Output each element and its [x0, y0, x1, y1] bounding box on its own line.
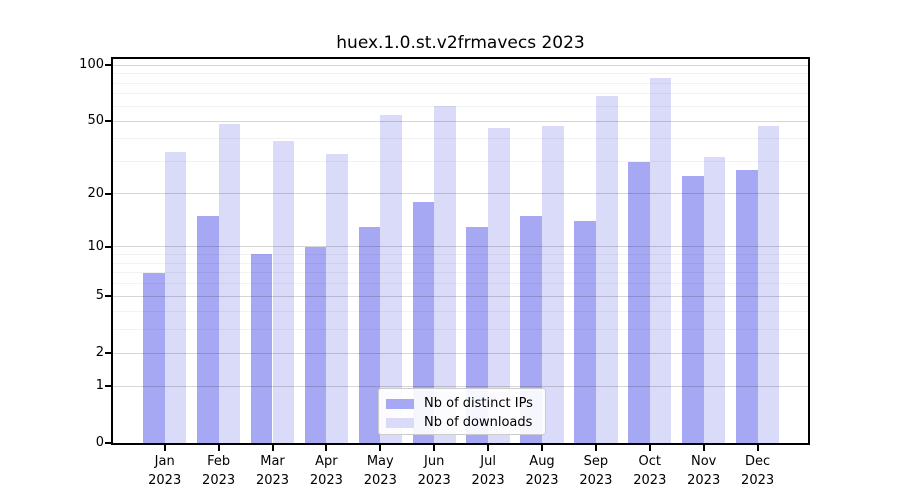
y-tick-label: 2 — [95, 345, 104, 360]
bar-downloads-mar — [272, 140, 295, 443]
bar-downloads-dec — [757, 125, 780, 443]
major-gridline — [113, 352, 808, 354]
y-tick-label: 1 — [95, 378, 104, 394]
y-tick — [105, 120, 111, 122]
y-tick — [105, 352, 111, 354]
legend-label-distinct-ips: Nb of distinct IPs — [424, 396, 533, 411]
x-tick-label: Sep 2023 — [579, 454, 613, 488]
minor-gridline — [113, 161, 808, 163]
plot-area: Nb of distinct IPs Nb of downloads — [111, 57, 810, 445]
x-tick-label: Dec 2023 — [741, 454, 775, 488]
bar-distinct-ips-dec — [735, 170, 758, 443]
y-tick-label: 20 — [87, 185, 104, 201]
legend-label-downloads: Nb of downloads — [424, 415, 533, 430]
y-tick-label: 5 — [95, 288, 104, 304]
x-tick — [433, 445, 436, 451]
x-tick — [702, 445, 705, 451]
bar-distinct-ips-mar — [250, 254, 273, 443]
bar-distinct-ips-jan — [143, 272, 165, 443]
minor-gridline — [113, 253, 808, 255]
y-tick — [105, 245, 111, 248]
bar-distinct-ips-sep — [574, 221, 596, 443]
x-tick — [541, 445, 543, 451]
minor-gridline — [113, 283, 808, 285]
minor-gridline — [113, 138, 808, 140]
bar-downloads-jul — [488, 127, 510, 443]
bar-distinct-ips-nov — [682, 176, 704, 443]
bar-downloads-oct — [649, 78, 672, 443]
x-tick-label: Feb 2023 — [202, 454, 236, 488]
minor-gridline — [113, 262, 808, 264]
x-tick-label: Oct 2023 — [633, 454, 667, 488]
minor-gridline — [113, 105, 808, 107]
y-tick — [105, 442, 111, 444]
x-tick — [487, 445, 490, 451]
x-tick-label: Jan 2023 — [148, 454, 182, 488]
bar-downloads-apr — [326, 154, 349, 443]
bar-downloads-may — [380, 114, 402, 443]
x-tick — [217, 445, 220, 451]
y-tick — [105, 295, 111, 298]
bar-downloads-jan — [164, 151, 187, 443]
major-gridline — [113, 120, 808, 122]
major-gridline — [113, 64, 808, 66]
y-tick-label: 50 — [87, 113, 104, 128]
x-tick — [756, 445, 759, 451]
x-tick — [325, 445, 328, 451]
x-tick — [648, 445, 651, 451]
major-gridline — [113, 246, 808, 248]
bar-distinct-ips-oct — [628, 161, 650, 443]
bar-distinct-ips-feb — [196, 215, 219, 443]
x-tick-label: Apr 2023 — [309, 454, 343, 488]
bar-distinct-ips-apr — [304, 246, 327, 443]
major-gridline — [113, 295, 808, 297]
bar-downloads-aug — [542, 125, 564, 443]
chart-title: huex.1.0.st.v2frmavecs 2023 — [336, 33, 585, 53]
minor-gridline — [113, 82, 808, 84]
y-tick-label: 10 — [87, 238, 104, 254]
y-tick — [105, 64, 111, 66]
minor-gridline — [113, 329, 808, 330]
legend-item-distinct-ips: Nb of distinct IPs — [386, 396, 539, 412]
bar-downloads-nov — [703, 156, 726, 443]
x-tick-label: Jun 2023 — [417, 454, 451, 488]
x-tick — [379, 445, 382, 451]
minor-gridline — [113, 73, 808, 74]
legend-swatch-downloads — [386, 418, 414, 428]
legend: Nb of distinct IPs Nb of downloads — [378, 388, 546, 435]
bar-downloads-sep — [595, 96, 618, 443]
bar-distinct-ips-jun — [412, 201, 435, 443]
y-tick-label: 100 — [79, 57, 104, 72]
x-tick — [594, 445, 597, 451]
bar-distinct-ips-aug — [520, 215, 542, 443]
x-tick-label: May 2023 — [363, 454, 397, 488]
x-tick-label: Aug 2023 — [525, 454, 559, 488]
major-gridline — [113, 193, 808, 195]
x-tick-label: Jul 2023 — [471, 454, 505, 488]
x-tick — [271, 445, 274, 451]
minor-gridline — [113, 93, 808, 95]
minor-gridline — [113, 272, 808, 274]
bar-downloads-feb — [218, 124, 241, 443]
bar-downloads-jun — [434, 106, 456, 443]
legend-item-downloads: Nb of downloads — [386, 415, 539, 431]
x-tick-label: Mar 2023 — [255, 454, 290, 488]
y-tick — [105, 385, 111, 388]
major-gridline — [113, 385, 808, 387]
bar-distinct-ips-may — [358, 226, 381, 443]
x-tick — [163, 445, 166, 451]
x-tick-label: Nov 2023 — [687, 454, 721, 488]
minor-gridline — [113, 310, 808, 312]
legend-swatch-distinct-ips — [386, 399, 414, 409]
y-tick — [105, 192, 111, 195]
y-tick-label: 0 — [95, 435, 104, 450]
